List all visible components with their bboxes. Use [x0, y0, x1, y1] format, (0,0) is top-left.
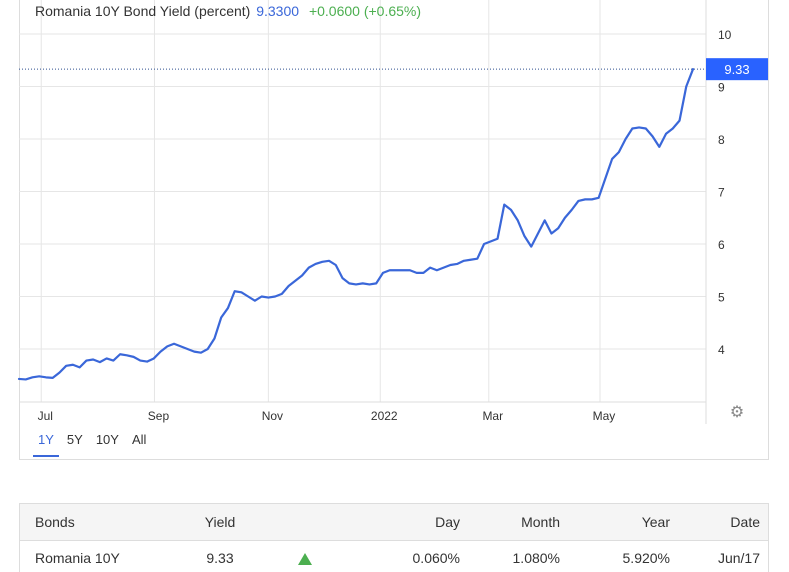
- series-layer: [17, 68, 695, 381]
- header-date: Date: [730, 514, 760, 530]
- legend-title: Romania 10Y Bond Yield (percent): [35, 3, 251, 19]
- x-axis: Jul Sep Nov 2022 Mar May: [38, 409, 616, 423]
- series-line: [17, 68, 695, 381]
- y-tick-label: 8: [718, 133, 725, 147]
- grid: [19, 0, 707, 424]
- yield-chart[interactable]: Jul Sep Nov 2022 Mar May 4 5 6 7 8 9 10 9.33: [0, 0, 789, 430]
- y-tick-label: 10: [718, 28, 732, 42]
- header-year: Year: [641, 514, 670, 530]
- header-bonds: Bonds: [35, 514, 75, 530]
- header-yield: Yield: [204, 514, 236, 530]
- chart-panel: [19, 0, 769, 460]
- legend-change: +0.0600 (+0.65%): [308, 3, 422, 19]
- x-tick-label: Sep: [148, 409, 170, 423]
- range-1y-button[interactable]: 1Y: [33, 432, 59, 457]
- header-month: Month: [521, 514, 560, 530]
- gear-icon[interactable]: ⚙: [729, 404, 745, 421]
- y-tick-label: 9: [718, 81, 725, 95]
- year-change-cell: 5.920%: [622, 550, 670, 566]
- last-value-badge: [706, 58, 768, 81]
- bond-name-cell: Romania 10Y: [20, 550, 180, 566]
- x-tick-label: Nov: [262, 409, 283, 423]
- chart-legend: Romania 10Y Bond Yield (percent) 9.3300 …: [35, 3, 421, 19]
- trend-cell: [260, 550, 350, 566]
- x-tick-label: Jul: [38, 409, 53, 423]
- month-change-cell: 1.080%: [512, 550, 560, 566]
- yield-cell: 9.33: [206, 550, 234, 566]
- range-all-button[interactable]: All: [131, 432, 147, 447]
- y-tick-label: 6: [718, 238, 725, 252]
- last-value-label: 9.33: [724, 62, 749, 77]
- y-tick-label: 7: [718, 186, 725, 200]
- x-tick-label: May: [593, 409, 616, 423]
- date-cell: Jun/17: [717, 550, 760, 566]
- y-axis: 4 5 6 7 8 9 10: [718, 28, 732, 357]
- range-selector: 1Y 5Y 10Y All: [33, 432, 154, 457]
- up-triangle-icon: [298, 553, 312, 566]
- table-header-row: Bonds Yield Day Month Year Date: [20, 504, 768, 541]
- bond-name-link[interactable]: Romania 10Y: [35, 550, 120, 566]
- x-tick-label: 2022: [371, 409, 398, 423]
- last-value-layer: 9.33: [19, 58, 768, 81]
- day-change-cell: 0.060%: [412, 550, 460, 566]
- table-row[interactable]: Romania 10Y 9.33 0.060% 1.080% 5.920% Ju…: [20, 541, 768, 572]
- range-10y-button[interactable]: 10Y: [95, 432, 119, 447]
- bonds-table: Bonds Yield Day Month Year Date Romania …: [19, 503, 769, 572]
- x-tick-label: Mar: [482, 409, 503, 423]
- range-5y-button[interactable]: 5Y: [66, 432, 83, 447]
- y-tick-label: 4: [718, 343, 725, 357]
- header-day: Day: [435, 514, 460, 530]
- legend-price: 9.3300: [256, 3, 300, 19]
- y-tick-label: 5: [718, 291, 725, 305]
